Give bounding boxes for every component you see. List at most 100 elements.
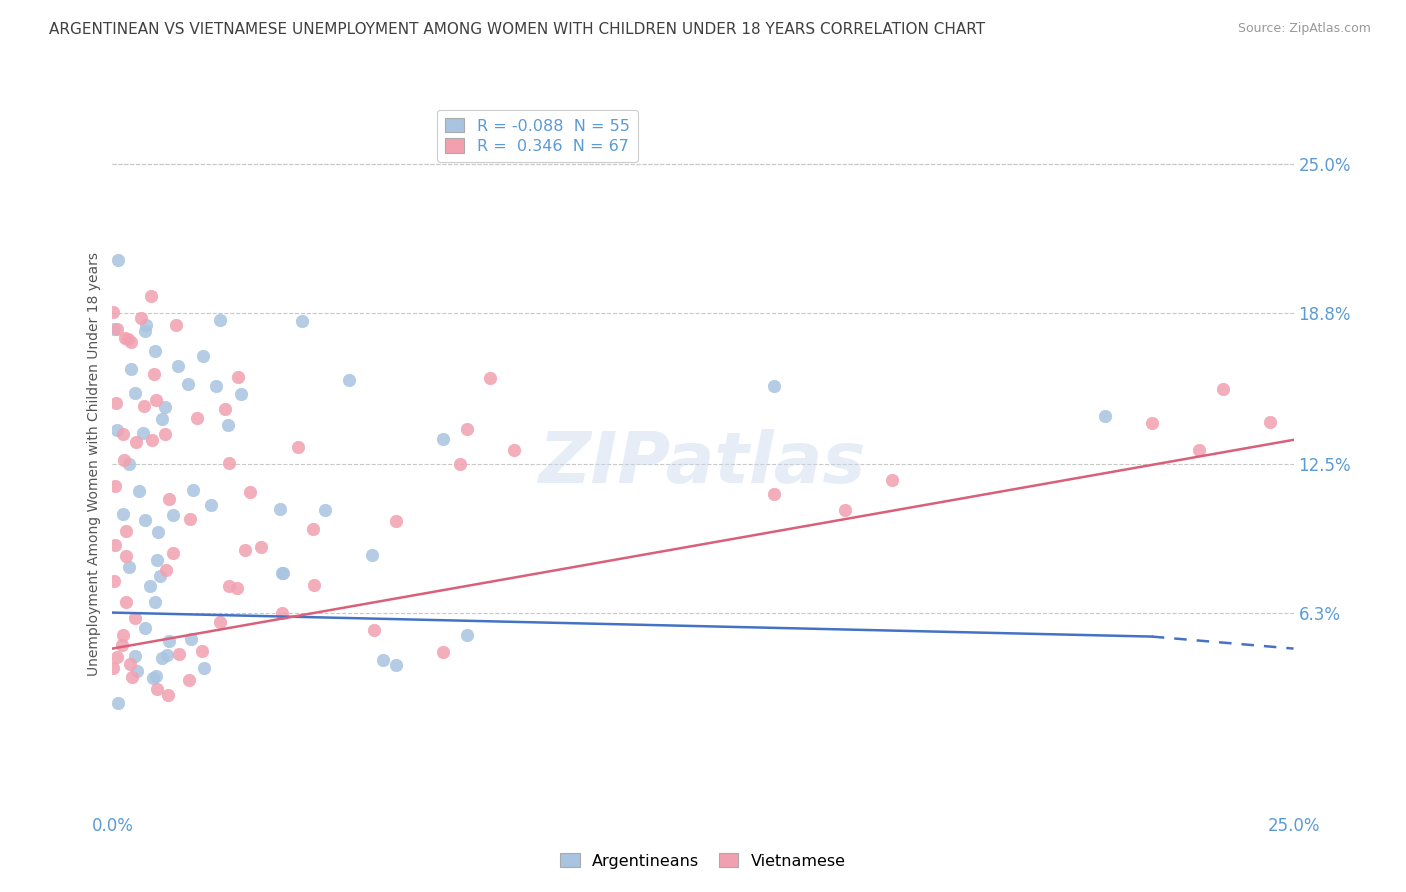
Point [456,422,478,436]
Point [1258,415,1281,429]
Point [1188,442,1211,457]
Point [120,657,142,672]
Point [166,359,188,373]
Point [226,581,249,595]
Point [361,548,384,562]
Point [880,473,903,487]
Point [105,649,128,664]
Point [107,696,129,710]
Point [114,549,136,563]
Point [385,658,408,673]
Point [128,484,150,499]
Legend: R = -0.088  N = 55, R =  0.346  N = 67: R = -0.088 N = 55, R = 0.346 N = 67 [437,110,638,162]
Point [139,289,162,303]
Point [239,484,262,499]
Point [103,305,125,319]
Point [162,546,184,560]
Point [117,332,139,346]
Point [385,514,408,528]
Point [141,433,163,447]
Point [233,543,256,558]
Point [191,349,214,363]
Point [449,457,471,471]
Point [217,417,239,432]
Point [150,651,173,665]
Point [191,644,214,658]
Point [337,373,360,387]
Point [105,423,128,437]
Point [139,578,162,592]
Point [114,330,136,344]
Point [762,487,785,501]
Point [157,634,180,648]
Text: ZIPatlas: ZIPatlas [540,429,866,499]
Point [148,525,170,540]
Point [762,379,785,393]
Point [301,522,323,536]
Point [456,628,478,642]
Point [200,498,222,512]
Point [1212,382,1234,396]
Point [249,540,271,554]
Point [231,387,253,401]
Point [177,377,200,392]
Point [209,615,232,629]
Point [103,574,125,589]
Point [177,673,200,687]
Point [125,435,148,450]
Point [124,611,146,625]
Point [101,661,124,675]
Point [105,321,128,335]
Point [111,628,134,642]
Text: ARGENTINEAN VS VIETNAMESE UNEMPLOYMENT AMONG WOMEN WITH CHILDREN UNDER 18 YEARS : ARGENTINEAN VS VIETNAMESE UNEMPLOYMENT A… [49,22,986,37]
Point [363,624,385,638]
Point [167,647,190,661]
Point [205,379,228,393]
Point [302,578,325,592]
Point [291,314,314,328]
Point [150,412,173,426]
Point [314,503,336,517]
Point [149,569,172,583]
Point [155,563,177,577]
Point [124,386,146,401]
Point [129,311,152,326]
Point [1140,416,1163,430]
Point [118,457,141,471]
Point [156,648,179,662]
Point [271,566,294,581]
Point [218,579,240,593]
Point [180,632,202,647]
Point [165,318,187,332]
Point [271,566,294,581]
Point [145,392,167,407]
Point [432,432,454,446]
Point [118,560,141,574]
Point [186,411,208,425]
Point [142,367,165,381]
Point [134,621,156,635]
Point [162,508,184,522]
Point [145,669,167,683]
Point [134,324,156,338]
Point [479,371,502,385]
Point [104,538,127,552]
Point [179,511,201,525]
Point [124,649,146,664]
Point [269,502,291,516]
Point [120,335,142,350]
Point [218,456,240,470]
Point [143,344,166,359]
Point [153,400,176,414]
Point [503,443,526,458]
Point [107,252,129,267]
Point [132,425,155,440]
Point [146,553,169,567]
Point [145,682,167,697]
Point [111,507,134,521]
Point [103,322,125,336]
Point [371,653,394,667]
Point [214,401,236,416]
Point [153,426,176,441]
Point [114,524,136,539]
